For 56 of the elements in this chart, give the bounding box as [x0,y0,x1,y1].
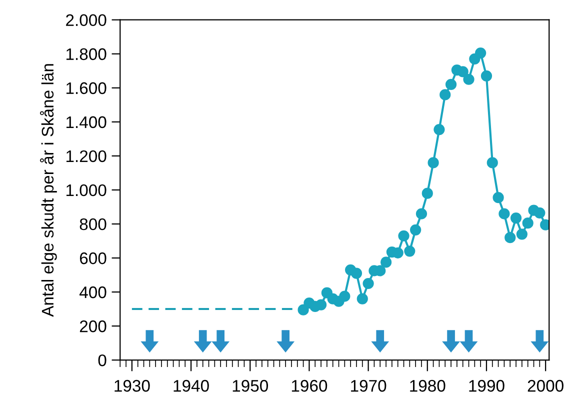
point [480,70,492,82]
point [362,278,374,290]
point [404,246,416,257]
y-tick-label: 1.200 [66,150,106,162]
point [486,157,498,168]
point [534,207,546,218]
point [434,124,445,136]
x-tick-label: 1950 [232,380,268,392]
y-tick-label: 1.800 [66,48,106,60]
point [510,212,522,224]
point [398,230,410,242]
point [356,293,368,304]
point [371,330,390,353]
point [194,330,212,353]
y-tick-label: 400 [80,286,106,298]
point [463,74,474,85]
point [276,330,295,353]
x-tick-label: 1960 [292,380,328,392]
point [475,47,486,59]
x-tick-label: 2000 [528,380,564,392]
y-tick-label: 200 [80,320,106,332]
point [298,304,309,316]
point [212,330,230,353]
point [440,89,451,100]
point [315,299,327,310]
point [504,232,516,244]
y-tick-label: 1.400 [66,116,106,128]
point [350,268,362,279]
y-tick-label: 600 [80,252,106,264]
point [442,330,460,353]
y-tick-label: 1.600 [66,82,106,94]
y-axis-title: Antal elge skudt per år i Skåne län [40,64,57,317]
point [422,188,433,199]
x-tick-label: 1990 [469,380,504,392]
y-tick-label: 2.000 [66,14,106,26]
point [416,208,428,220]
point [498,208,510,220]
point [445,78,457,90]
x-tick-label: 1930 [114,380,150,392]
point [428,157,439,168]
y-tick-label: 1.000 [66,184,106,196]
point [410,224,422,236]
point [516,228,528,240]
point [140,330,159,353]
point [530,330,549,353]
x-tick-label: 1940 [174,380,209,392]
x-tick-label: 1970 [351,380,386,392]
point [380,256,392,268]
y-tick-label: 800 [80,218,106,230]
point [460,330,478,353]
point [492,192,504,204]
point [522,218,534,229]
x-tick-label: 1980 [410,380,446,392]
point [457,66,468,78]
y-tick-label: 0 [98,354,106,366]
point [339,290,350,302]
